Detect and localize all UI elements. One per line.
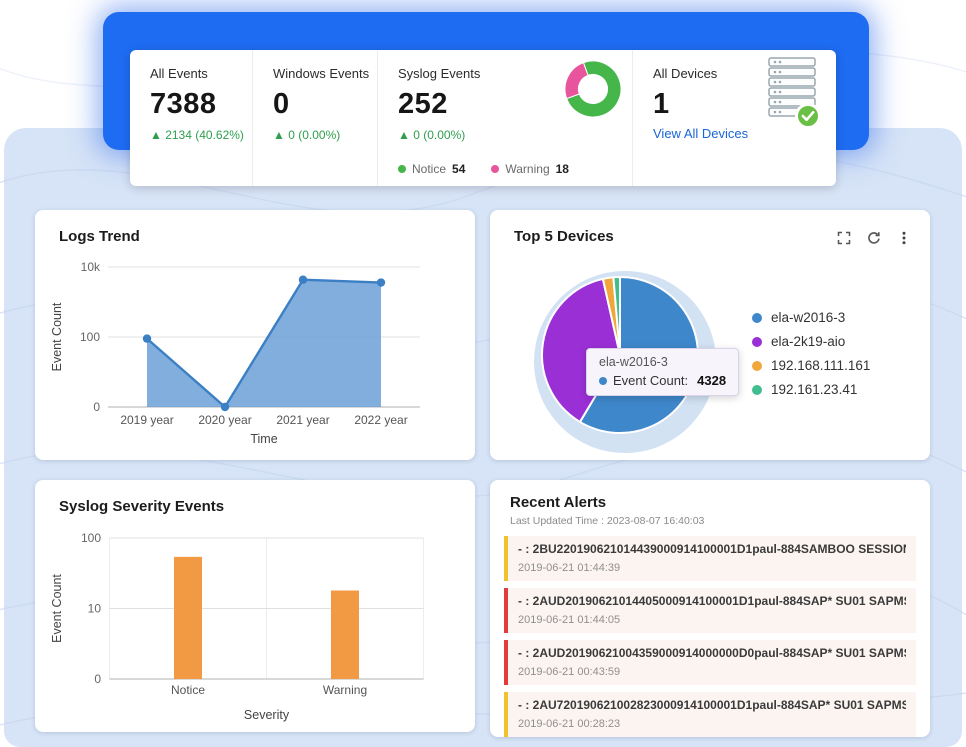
legend-label: 192.161.23.41 xyxy=(771,382,858,397)
legend-item[interactable]: ela-w2016-3 xyxy=(752,310,870,325)
svg-text:Event Count: Event Count xyxy=(50,574,64,643)
legend-value: 54 xyxy=(452,162,466,176)
legend-color-dot xyxy=(398,165,406,173)
stat-syslog-events: Syslog Events 252 ▲ 0 (0.00%) Notice 54 … xyxy=(378,50,633,186)
stat-label: All Devices xyxy=(653,66,718,81)
server-rack-icon xyxy=(764,56,822,135)
legend-color-dot xyxy=(752,360,762,371)
alert-timestamp: 2019-06-21 01:44:05 xyxy=(518,614,621,626)
legend-item[interactable]: 192.161.23.41 xyxy=(752,382,870,397)
alert-timestamp: 2019-06-21 01:44:39 xyxy=(518,562,621,574)
logs-trend-chart[interactable]: 0 100 10k 2019 year 2020 year 2021 year 2022 y… xyxy=(45,250,465,450)
legend-label: 192.168.111.161 xyxy=(771,358,871,373)
svg-text:Time: Time xyxy=(250,432,277,446)
legend-color-dot xyxy=(491,165,500,173)
legend-label: ela-2k19-aio xyxy=(771,334,846,349)
chart-tooltip: ela-w2016-3 Event Count: 4328 xyxy=(586,348,740,396)
syslog-severity-card: Syslog Severity Events 0 10 100 Notice Warni… xyxy=(35,480,475,732)
stats-summary-card: All Events 7388 ▲ 2134 (40.62%) Windows … xyxy=(130,50,836,186)
legend-label: ela-w2016-3 xyxy=(771,310,846,325)
svg-text:2020 year: 2020 year xyxy=(198,413,251,427)
chart-actions xyxy=(836,230,912,246)
legend-item[interactable]: 192.168.111.161 xyxy=(752,358,870,373)
alert-timestamp: 2019-06-21 00:28:23 xyxy=(518,718,621,730)
series-color-dot xyxy=(599,376,607,385)
stat-value: 0 xyxy=(273,88,290,120)
svg-text:2021 year: 2021 year xyxy=(276,413,329,427)
svg-text:0: 0 xyxy=(93,400,100,414)
syslog-donut-chart[interactable] xyxy=(562,58,624,120)
stat-value: 252 xyxy=(398,88,448,120)
alert-message: - : 2BU220190621014439000914100001D1paul… xyxy=(518,542,906,556)
stat-delta: ▲ 0 (0.00%) xyxy=(398,128,466,142)
stat-delta: ▲ 0 (0.00%) xyxy=(273,128,341,142)
stat-label: Windows Events xyxy=(273,66,370,81)
refresh-icon[interactable] xyxy=(866,230,882,246)
alert-message: - : 2AU720190621002823000914100001D1paul… xyxy=(518,698,906,712)
stat-label: All Events xyxy=(150,66,208,81)
alert-list: - : 2BU220190621014439000914100001D1paul… xyxy=(504,536,916,737)
top5-legend: ela-w2016-3 ela-2k19-aio 192.168.111.161 19… xyxy=(752,310,870,397)
tooltip-value-line: Event Count: 4328 xyxy=(599,373,726,388)
legend-label: Warning xyxy=(505,162,550,176)
stat-all-devices: All Devices 1 View All Devices xyxy=(633,50,836,186)
more-options-icon[interactable] xyxy=(896,230,912,246)
card-title: Top 5 Devices xyxy=(514,228,614,245)
card-title: Recent Alerts xyxy=(510,494,607,511)
tooltip-metric: Event Count: xyxy=(613,373,689,388)
tooltip-value: 4328 xyxy=(697,373,727,388)
svg-text:2019 year: 2019 year xyxy=(120,413,173,427)
alert-message: - : 2AUD20190621014405000914100001D1paul… xyxy=(518,594,906,608)
svg-text:Notice: Notice xyxy=(171,683,205,697)
legend-item[interactable]: ela-2k19-aio xyxy=(752,334,870,349)
legend-item-notice[interactable]: Notice 54 xyxy=(398,162,465,176)
alert-row[interactable]: - : 2BU220190621014439000914100001D1paul… xyxy=(504,536,916,581)
top5-devices-card: Top 5 Devices ela-w2016-3 ela-2k19-aio 1 xyxy=(490,210,930,460)
last-updated-time: Last Updated Time : 2023-08-07 16:40:03 xyxy=(510,515,705,527)
svg-text:2022 year: 2022 year xyxy=(354,413,407,427)
stat-all-events: All Events 7388 ▲ 2134 (40.62%) xyxy=(130,50,253,186)
stat-label: Syslog Events xyxy=(398,66,481,81)
svg-text:Event Count: Event Count xyxy=(50,302,64,371)
alert-timestamp: 2019-06-21 00:43:59 xyxy=(518,666,621,678)
legend-color-dot xyxy=(752,336,762,347)
svg-text:0: 0 xyxy=(94,672,101,686)
svg-text:100: 100 xyxy=(80,330,100,344)
svg-text:10: 10 xyxy=(88,602,102,616)
recent-alerts-card: Recent Alerts Last Updated Time : 2023-0… xyxy=(490,480,930,737)
logs-trend-card: Logs Trend 0 100 10k 2019 year 2020 year 2021… xyxy=(35,210,475,460)
legend-label: Notice xyxy=(412,162,447,176)
severity-bar-chart[interactable]: 0 10 100 Notice Warning Severity Event Count xyxy=(45,514,465,730)
device-ok-badge-icon xyxy=(795,103,821,129)
alert-row[interactable]: - : 2AUD20190621004359000914000000D0paul… xyxy=(504,640,916,685)
stat-value: 7388 xyxy=(150,88,217,120)
expand-icon[interactable] xyxy=(836,230,852,246)
svg-text:Warning: Warning xyxy=(323,683,367,697)
tooltip-series-name: ela-w2016-3 xyxy=(599,355,668,369)
svg-text:10k: 10k xyxy=(81,260,101,274)
legend-color-dot xyxy=(752,384,762,395)
view-all-devices-link[interactable]: View All Devices xyxy=(653,126,749,141)
legend-value: 18 xyxy=(555,162,569,176)
alert-message: - : 2AUD20190621004359000914000000D0paul… xyxy=(518,646,906,660)
stat-delta: ▲ 2134 (40.62%) xyxy=(150,128,244,142)
svg-text:100: 100 xyxy=(81,531,101,545)
alert-row[interactable]: - : 2AU720190621002823000914100001D1paul… xyxy=(504,692,916,737)
svg-text:Severity: Severity xyxy=(244,708,290,722)
syslog-donut-legend: Notice 54 Warning 18 xyxy=(398,162,569,176)
alert-row[interactable]: - : 2AUD20190621014405000914100001D1paul… xyxy=(504,588,916,633)
card-title: Logs Trend xyxy=(59,228,140,245)
stat-windows-events: Windows Events 0 ▲ 0 (0.00%) xyxy=(253,50,378,186)
legend-color-dot xyxy=(752,312,762,323)
stat-value: 1 xyxy=(653,88,670,120)
legend-item-warning[interactable]: Warning 18 xyxy=(491,162,569,176)
card-title: Syslog Severity Events xyxy=(59,498,225,515)
